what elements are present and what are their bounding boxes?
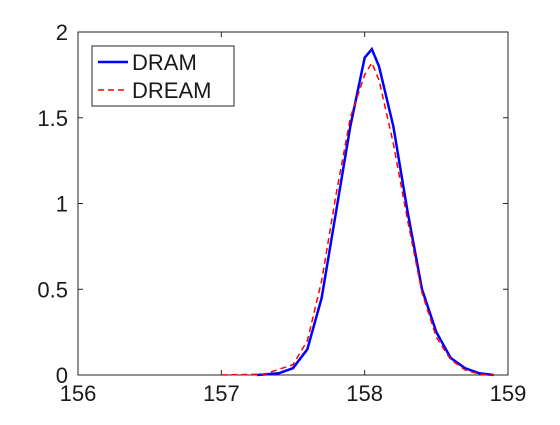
x-tick-label: 159: [490, 381, 527, 406]
line: [257, 46, 494, 377]
y-tick-label: 1.5: [37, 106, 68, 131]
y-tick-label: 0: [56, 363, 68, 388]
y-tick-label: 0.5: [37, 277, 68, 302]
legend: [91, 45, 235, 107]
y-tick-label: 2: [56, 20, 68, 45]
legend-label: DRAM: [132, 50, 197, 75]
x-tick-label: 158: [346, 381, 383, 406]
x-tick-label: 156: [60, 381, 97, 406]
legend-label: DREAM: [132, 78, 211, 103]
y-tick-label: 1: [56, 192, 68, 217]
x-tick-label: 157: [203, 381, 240, 406]
